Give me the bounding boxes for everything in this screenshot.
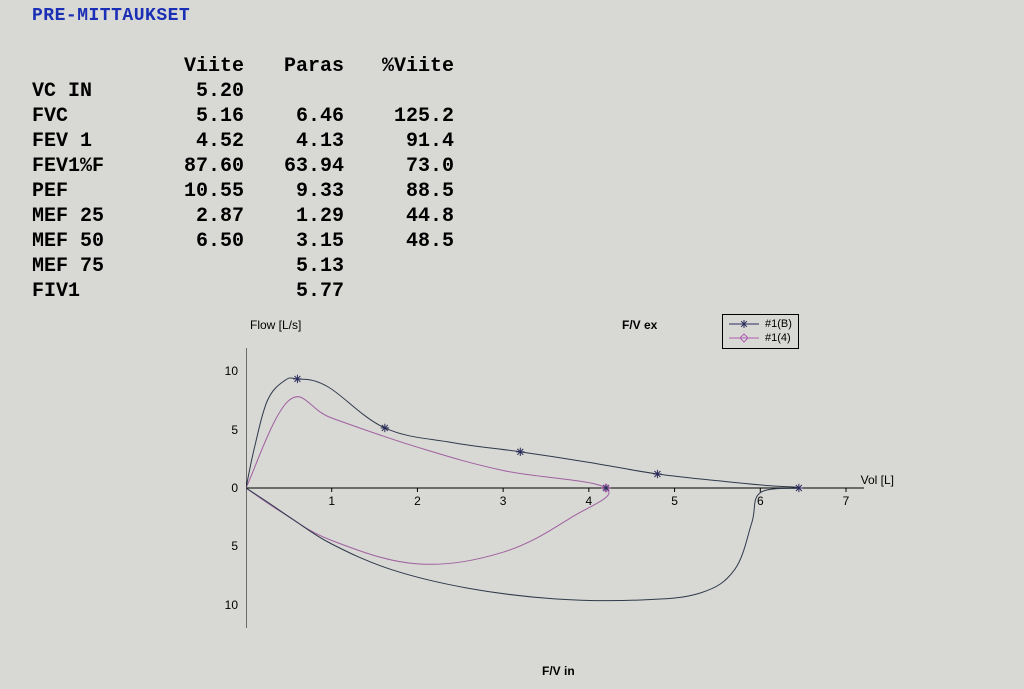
row-value: 87.60 [148,154,244,179]
row-value: 6.50 [148,229,244,254]
row-value: 4.52 [148,129,244,154]
tick-label: 5 [231,539,238,553]
y-axis-label: Flow [L/s] [250,318,301,332]
row-value: 6.46 [244,104,344,129]
row-value: 10.55 [148,179,244,204]
row-label: MEF 50 [32,229,148,254]
table-row: MEF 506.503.1548.5 [32,229,454,254]
table-header: Viite Paras %Viite [32,54,454,79]
row-value: 4.13 [244,129,344,154]
row-value: 63.94 [244,154,344,179]
tick-label: 6 [757,494,764,508]
tick-label: 5 [231,423,238,437]
row-value: 1.29 [244,204,344,229]
row-value: 5.16 [148,104,244,129]
row-label: FIV1 [32,279,148,304]
row-label: FVC [32,104,148,129]
tick-label: 0 [231,481,238,495]
table-row: FEV 14.524.1391.4 [32,129,454,154]
tick-label: 3 [500,494,507,508]
row-label: FEV1%F [32,154,148,179]
table-row: FVC5.166.46125.2 [32,104,454,129]
row-label: VC IN [32,79,148,104]
legend-item: #1(B) [729,317,792,331]
row-label: MEF 25 [32,204,148,229]
row-value: 88.5 [344,179,454,204]
row-value [148,254,244,279]
row-value: 5.77 [244,279,344,304]
tick-label: 5 [671,494,678,508]
row-value: 5.13 [244,254,344,279]
measurements-table: Viite Paras %Viite VC IN5.20FVC5.166.461… [32,54,454,304]
table-row: MEF 252.871.2944.8 [32,204,454,229]
tick-label: 2 [414,494,421,508]
tick-label: 10 [225,598,238,612]
row-value [344,279,454,304]
row-value: 48.5 [344,229,454,254]
row-label: MEF 75 [32,254,148,279]
table-row: MEF 75 5.13 [32,254,454,279]
tick-label: 7 [843,494,850,508]
row-value: 9.33 [244,179,344,204]
col-viite: Viite [148,54,244,79]
tick-label: 1 [328,494,335,508]
section-title: PRE-MITTAUKSET [32,6,190,26]
row-value: 5.20 [148,79,244,104]
row-value: 2.87 [148,204,244,229]
tick-label: 4 [586,494,593,508]
flow-volume-chart: Flow [L/s] Vol [L] F/V ex F/V in #1(B)#1… [202,318,902,678]
row-value: 44.8 [344,204,454,229]
row-value: 125.2 [344,104,454,129]
row-value [244,79,344,104]
row-value: 91.4 [344,129,454,154]
row-value [344,254,454,279]
row-value: 73.0 [344,154,454,179]
table-row: FIV1 5.77 [32,279,454,304]
chart-label-in: F/V in [542,664,575,678]
legend-label: #1(B) [765,318,792,330]
row-label: FEV 1 [32,129,148,154]
table-row: PEF10.559.3388.5 [32,179,454,204]
row-value [148,279,244,304]
chart-plot-area [246,338,866,638]
spirometry-report: PRE-MITTAUKSET Viite Paras %Viite VC IN5… [0,0,1024,689]
col-pct: %Viite [344,54,454,79]
table-row: FEV1%F87.6063.9473.0 [32,154,454,179]
row-label: PEF [32,179,148,204]
col-paras: Paras [244,54,344,79]
chart-label-ex: F/V ex [622,318,657,332]
table-row: VC IN5.20 [32,79,454,104]
row-value: 3.15 [244,229,344,254]
tick-label: 10 [225,364,238,378]
row-value [344,79,454,104]
